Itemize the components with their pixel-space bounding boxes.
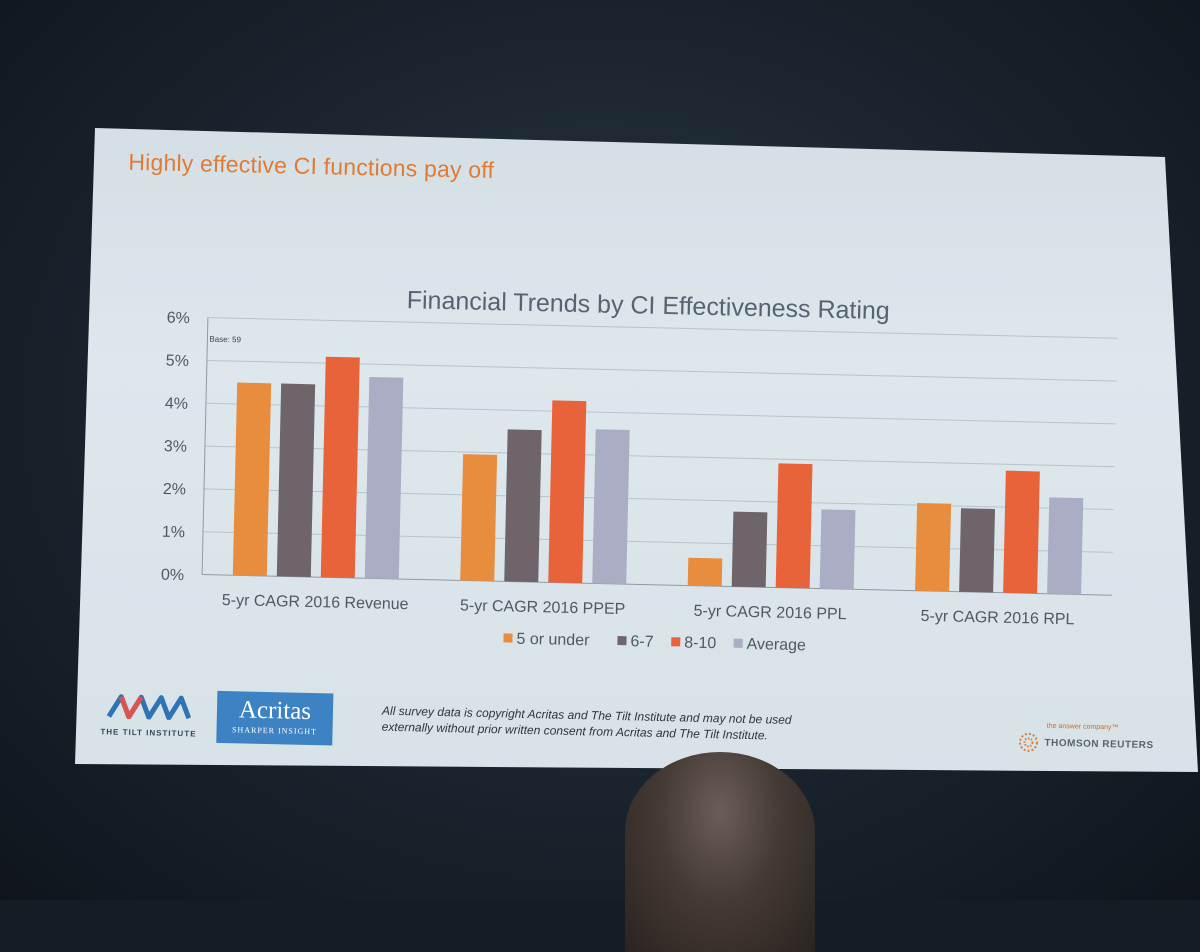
bar-5-or-under: [232, 382, 272, 577]
slide-content: Highly effective CI functions pay off Fi…: [93, 149, 1169, 755]
legend-label: Average: [746, 636, 806, 654]
y-tick-label: 3%: [164, 438, 188, 456]
tr-name: THOMSON REUTERS: [1044, 737, 1154, 751]
projected-slide: Highly effective CI functions pay off Fi…: [75, 128, 1198, 772]
y-tick-label: 4%: [165, 395, 189, 413]
gridline: [207, 317, 1118, 339]
legend-swatch: [503, 633, 513, 643]
bar-8-10: [1003, 470, 1040, 594]
x-category-label: 5-yr CAGR 2016 PPEP: [460, 597, 626, 618]
audience-head-silhouette: [625, 752, 815, 952]
y-tick-label: 0%: [161, 567, 185, 585]
bar-5-or-under: [687, 557, 723, 587]
acritas-tagline: SHARPER INSIGHT: [231, 725, 318, 737]
x-category-label: 5-yr CAGR 2016 RPL: [920, 608, 1074, 628]
chart-title: Financial Trends by CI Effectiveness Rat…: [406, 286, 890, 325]
bar-average: [819, 509, 856, 590]
acritas-name: Acritas: [238, 696, 312, 726]
bar-8-10: [548, 400, 587, 584]
bar-5-or-under: [915, 502, 952, 592]
bar-8-10: [775, 463, 813, 589]
bar-6-7: [276, 383, 316, 578]
bar-8-10: [320, 356, 360, 579]
bar-6-7: [959, 508, 996, 593]
y-tick-label: 5%: [166, 353, 190, 371]
bar-average: [364, 376, 404, 580]
legend-swatch: [733, 638, 743, 648]
bar-6-7: [731, 511, 768, 588]
y-tick-label: 1%: [162, 524, 186, 542]
legend-label: 8-10: [684, 635, 717, 653]
tr-dot-globe-icon: [1018, 732, 1038, 752]
bar-average: [1047, 497, 1084, 595]
tilt-institute-logo: THE TILT INSTITUTE: [93, 692, 204, 738]
bar-average: [592, 429, 630, 585]
y-tick-label: 6%: [167, 310, 191, 328]
x-category-label: 5-yr CAGR 2016 PPL: [693, 603, 846, 623]
bar-chart: Financial Trends by CI Effectiveness Rat…: [161, 286, 1118, 654]
x-category-label: 5-yr CAGR 2016 Revenue: [222, 592, 409, 613]
tr-tagline: the answer company™: [1046, 722, 1119, 732]
base-annotation: Base: 59: [209, 335, 241, 345]
legend-swatch: [617, 635, 627, 646]
y-tick-label: 2%: [163, 481, 187, 499]
legend-label: 6-7: [630, 633, 654, 651]
acritas-logo: Acritas SHARPER INSIGHT: [216, 690, 334, 746]
legend-label: 5 or under: [516, 631, 590, 650]
tilt-wave-icon: [106, 694, 192, 721]
y-axis-line: [201, 317, 209, 575]
thomson-reuters-logo: the answer company™ THOMSON REUTERS: [1018, 722, 1169, 755]
bar-5-or-under: [460, 454, 498, 582]
legend-swatch: [671, 637, 681, 647]
bar-6-7: [504, 429, 542, 583]
